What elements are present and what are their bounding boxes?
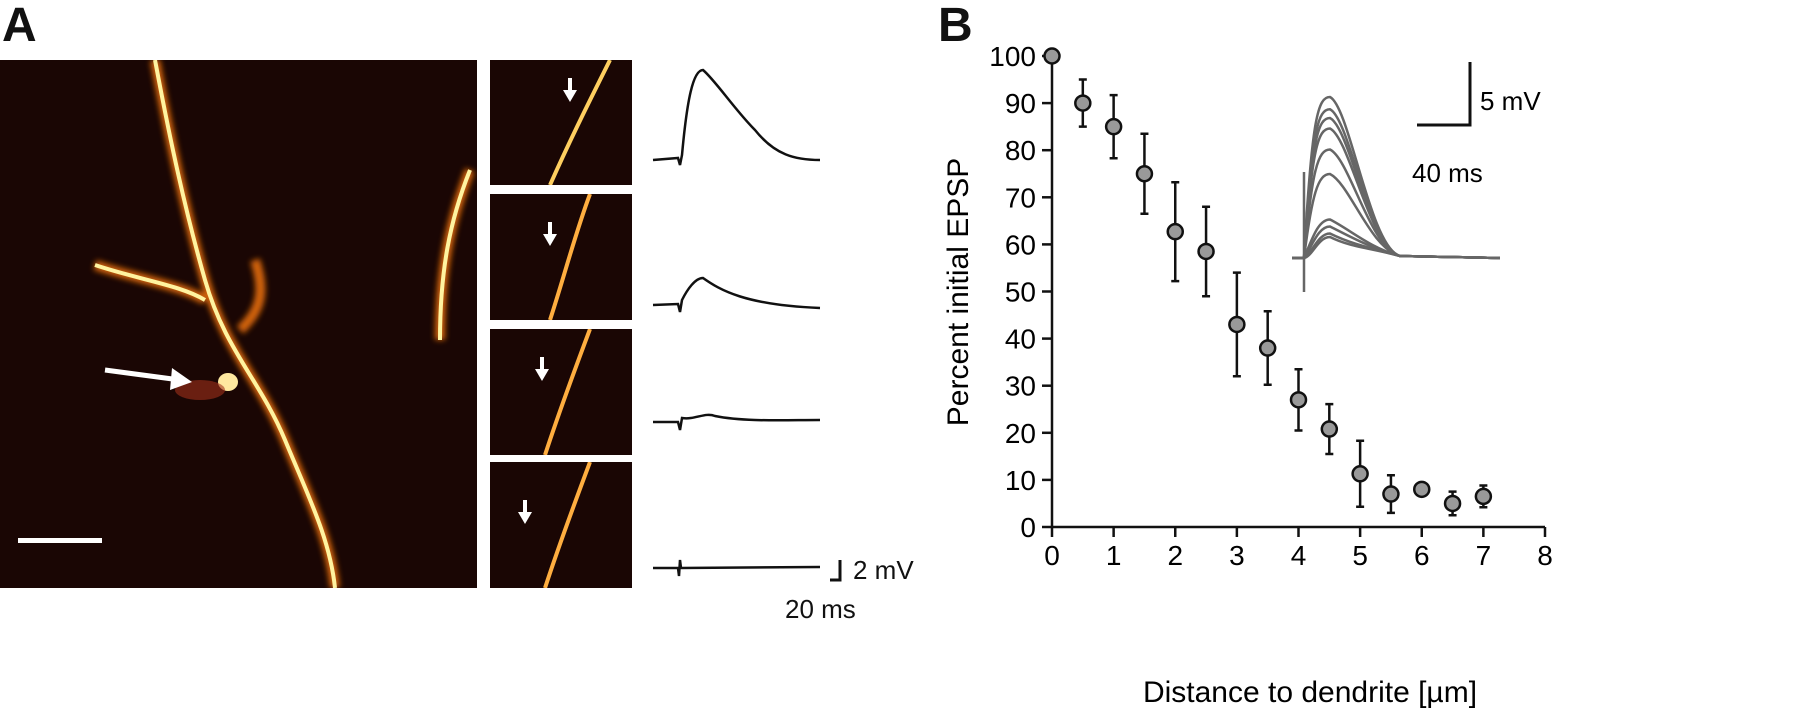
data-point bbox=[1474, 487, 1493, 506]
trace-scale-time: 20 ms bbox=[785, 594, 856, 624]
inset-trace bbox=[1292, 172, 1501, 260]
data-point bbox=[1104, 117, 1123, 136]
y-tick-label: 0 bbox=[1020, 512, 1036, 543]
inset-scale-voltage: 5 mV bbox=[1480, 86, 1541, 116]
arrow-down-icon bbox=[543, 234, 557, 246]
epsp-trace-2 bbox=[652, 276, 821, 313]
data-point bbox=[1443, 494, 1462, 513]
data-point bbox=[1351, 465, 1369, 483]
data-point bbox=[1135, 165, 1154, 183]
y-tick-label: 70 bbox=[1005, 182, 1036, 213]
trace-scale-voltage: 2 mV bbox=[853, 555, 914, 585]
epsp-trace-1 bbox=[652, 68, 821, 166]
x-tick-label: 8 bbox=[1537, 540, 1553, 571]
y-tick-label: 100 bbox=[989, 41, 1036, 72]
y-tick-label: 30 bbox=[1005, 371, 1036, 402]
panel-a-label: A bbox=[2, 0, 37, 52]
spine-image-2 bbox=[490, 193, 632, 321]
spine-image-1 bbox=[490, 59, 632, 186]
epsp-trace-4 bbox=[653, 559, 821, 577]
data-point bbox=[1413, 480, 1431, 499]
dendrite-fluorescence-image bbox=[0, 59, 477, 589]
data-point bbox=[1197, 242, 1215, 261]
x-tick-label: 0 bbox=[1044, 540, 1060, 571]
x-tick-label: 7 bbox=[1476, 540, 1492, 571]
inset-trace bbox=[1292, 148, 1501, 260]
x-tick-label: 2 bbox=[1167, 540, 1183, 571]
x-tick-label: 3 bbox=[1229, 540, 1245, 571]
y-tick-label: 60 bbox=[1005, 229, 1036, 260]
arrow-down-icon bbox=[518, 512, 532, 524]
dendrite-drawing bbox=[93, 59, 475, 589]
x-tick-label: 6 bbox=[1414, 540, 1430, 571]
x-tick-label: 4 bbox=[1291, 540, 1307, 571]
data-point bbox=[1289, 391, 1308, 409]
data-point bbox=[1043, 47, 1061, 65]
data-point bbox=[1258, 339, 1277, 357]
y-tick-label: 50 bbox=[1005, 277, 1036, 308]
y-axis-label: Percent initial EPSP bbox=[942, 158, 975, 426]
inset-scale-bar bbox=[1417, 62, 1472, 127]
epsp-trace-3 bbox=[653, 413, 821, 431]
data-point bbox=[1074, 94, 1092, 112]
inset-trace bbox=[1292, 235, 1501, 260]
data-point bbox=[1382, 485, 1400, 503]
y-tick-label: 20 bbox=[1005, 418, 1036, 449]
inset-epsp-traces bbox=[1292, 95, 1501, 292]
y-tick-label: 40 bbox=[1005, 324, 1036, 355]
trace-scale-bar bbox=[830, 560, 842, 582]
spine-image-4 bbox=[490, 461, 632, 589]
y-tick-label: 90 bbox=[1005, 88, 1036, 119]
data-point bbox=[1320, 420, 1339, 438]
x-tick-label: 1 bbox=[1106, 540, 1122, 571]
y-tick-label: 80 bbox=[1005, 135, 1036, 166]
panel-b-label: B bbox=[938, 0, 973, 52]
arrow-icon bbox=[104, 367, 192, 390]
image-scale-bar bbox=[18, 538, 102, 543]
spine-image-3 bbox=[490, 328, 632, 456]
data-point bbox=[1166, 222, 1184, 241]
arrow-down-icon bbox=[535, 369, 549, 381]
arrow-down-icon bbox=[563, 90, 577, 102]
y-tick-label: 10 bbox=[1005, 465, 1036, 496]
data-point bbox=[1228, 315, 1246, 334]
x-tick-label: 5 bbox=[1352, 540, 1368, 571]
inset-trace bbox=[1292, 127, 1501, 260]
epsp-traces bbox=[652, 68, 842, 582]
x-axis-label: Distance to dendrite [µm] bbox=[1143, 676, 1477, 709]
inset-scale-time: 40 ms bbox=[1412, 158, 1483, 188]
